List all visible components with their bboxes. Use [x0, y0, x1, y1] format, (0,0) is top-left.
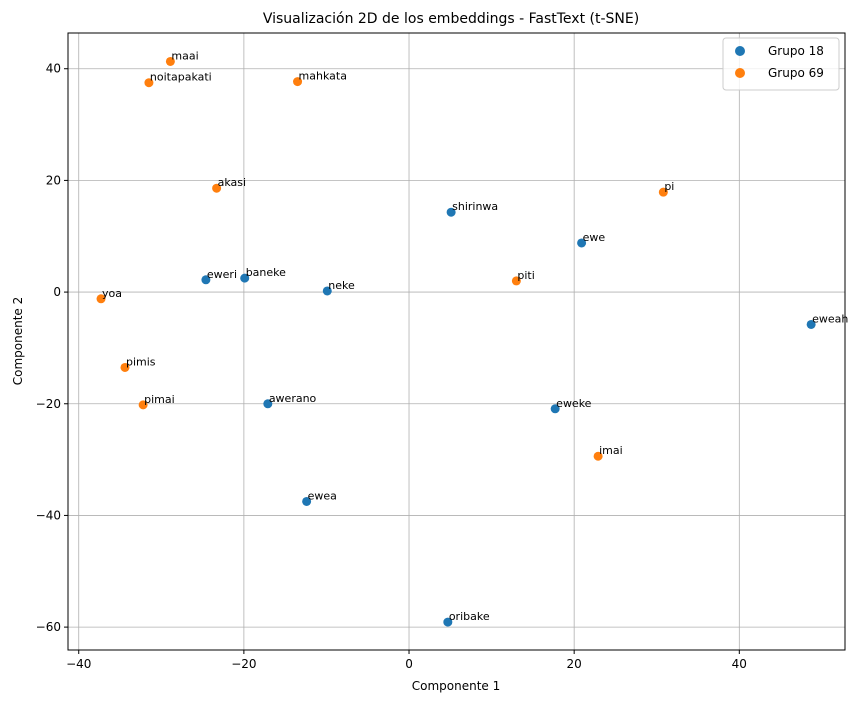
point-label: noitapakati	[150, 71, 212, 84]
x-tick-label: 0	[405, 657, 413, 671]
x-axis: −40 −20 0 20 40	[66, 650, 747, 671]
y-tick-label: 40	[46, 62, 61, 76]
y-tick-label: 20	[46, 173, 61, 187]
point-label: eweri	[207, 268, 237, 281]
chart-title: Visualización 2D de los embeddings - Fas…	[263, 11, 639, 27]
points-layer	[96, 56, 816, 627]
point-label: neke	[328, 279, 355, 292]
y-axis-label: Componente 2	[11, 297, 25, 386]
point-label: eweah	[812, 312, 848, 325]
scatter-point	[144, 78, 154, 88]
scatter-point	[511, 276, 521, 286]
scatter-point	[443, 617, 453, 627]
point-label: shirinwa	[452, 200, 498, 213]
y-tick-label: −40	[36, 508, 61, 522]
point-label: awerano	[269, 392, 317, 405]
legend-label-grupo-18: Grupo 18	[768, 44, 824, 58]
point-label: pimis	[126, 355, 156, 368]
point-label: baneke	[246, 266, 286, 279]
scatter-point	[263, 399, 273, 409]
plot-frame	[67, 32, 846, 651]
point-label: ewea	[308, 489, 337, 502]
scatter-point	[322, 286, 332, 296]
scatter-point	[658, 187, 668, 197]
point-label: akasi	[218, 176, 246, 189]
legend: Grupo 18 Grupo 69	[722, 37, 840, 91]
x-tick-label: 20	[567, 657, 582, 671]
y-tick-label: −20	[36, 397, 61, 411]
y-axis: −60 −40 −20 0 20 40	[36, 62, 68, 634]
legend-box	[722, 37, 840, 91]
point-label: oribake	[449, 610, 490, 623]
point-label: pimai	[144, 393, 175, 406]
point-label: maai	[171, 49, 198, 62]
x-tick-label: −40	[66, 657, 91, 671]
grid	[68, 33, 845, 650]
scatter-point	[120, 362, 130, 372]
x-axis-label: Componente 1	[412, 679, 501, 693]
point-label: pi	[664, 180, 674, 193]
scatter-point	[302, 496, 312, 506]
point-labels-layer: shirinwa ewe eweri baneke neke eweah awerano ew…	[102, 49, 848, 623]
legend-marker-grupo-69	[735, 68, 745, 78]
scatter-point	[593, 451, 603, 461]
legend-label-grupo-69: Grupo 69	[768, 66, 824, 80]
point-label: piti	[517, 269, 534, 282]
point-label: eweke	[556, 397, 592, 410]
y-tick-label: −60	[36, 620, 61, 634]
x-tick-label: −20	[231, 657, 256, 671]
scatter-point	[138, 400, 148, 410]
scatter-point	[201, 275, 211, 285]
x-tick-label: 40	[732, 657, 747, 671]
scatter-point	[240, 273, 250, 283]
y-tick-label: 0	[53, 285, 61, 299]
scatter-point	[212, 183, 222, 193]
scatter-point	[806, 319, 816, 329]
scatter-point	[293, 77, 303, 87]
point-label: ewe	[583, 231, 606, 244]
scatter-point	[165, 56, 175, 66]
legend-marker-grupo-18	[735, 46, 745, 56]
point-label: imai	[599, 444, 623, 457]
scatter-point	[577, 238, 587, 248]
scatter-point	[550, 404, 560, 414]
point-label: yoa	[102, 287, 122, 300]
point-label: mahkata	[299, 70, 347, 83]
scatter-point	[446, 207, 456, 217]
scatter-point	[96, 294, 106, 304]
